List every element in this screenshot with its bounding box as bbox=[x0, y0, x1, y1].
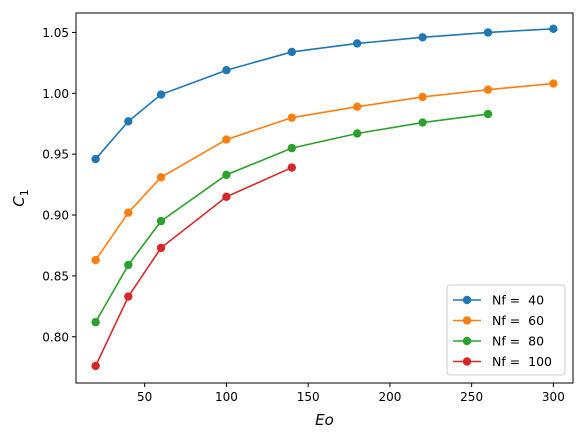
y-tick-label: 1.00 bbox=[42, 87, 69, 101]
data-point bbox=[124, 208, 133, 217]
y-tick-label: 0.85 bbox=[42, 269, 69, 283]
x-axis: 50 100 150 200 250 300 bbox=[137, 383, 565, 404]
y-tick-label: 0.90 bbox=[42, 209, 69, 223]
legend-entry: Nf = 80 bbox=[453, 334, 544, 349]
legend-label: Nf = 80 bbox=[492, 334, 544, 349]
series-layer bbox=[91, 24, 558, 371]
series-3 bbox=[91, 109, 493, 327]
data-point bbox=[549, 24, 558, 34]
plot-frame bbox=[75, 12, 574, 384]
data-point bbox=[352, 39, 362, 48]
x-tick-label: 200 bbox=[378, 390, 401, 404]
data-point bbox=[156, 216, 166, 226]
data-point bbox=[287, 163, 297, 172]
series-line bbox=[94, 113, 489, 323]
x-tick-label: 100 bbox=[215, 390, 238, 404]
x-tick-label: 300 bbox=[542, 390, 565, 404]
data-point bbox=[418, 118, 427, 127]
data-point bbox=[483, 85, 493, 94]
data-point bbox=[124, 260, 133, 270]
legend-marker bbox=[462, 357, 472, 366]
x-tick-label: 50 bbox=[137, 390, 152, 404]
series-2 bbox=[91, 79, 558, 265]
y-axis-label: C1 bbox=[10, 189, 31, 206]
series-4 bbox=[91, 163, 297, 371]
legend-label: Nf = 100 bbox=[492, 354, 552, 369]
legend-marker bbox=[462, 316, 472, 325]
data-point bbox=[91, 154, 100, 164]
data-point bbox=[352, 129, 362, 138]
data-point bbox=[418, 33, 427, 42]
data-point bbox=[287, 47, 297, 57]
y-axis-label-main: C bbox=[10, 196, 28, 207]
legend-marker bbox=[462, 295, 472, 305]
data-point bbox=[352, 102, 362, 111]
legend-entry: Nf = 60 bbox=[453, 313, 544, 328]
y-axis-label-subscript: 1 bbox=[18, 189, 31, 196]
data-point bbox=[483, 109, 493, 119]
data-point bbox=[287, 113, 297, 122]
legend-marker bbox=[462, 336, 472, 346]
data-point bbox=[156, 90, 166, 99]
y-tick-label: 1.05 bbox=[42, 26, 69, 40]
x-tick-label: 250 bbox=[460, 390, 483, 404]
y-axis: 0.80 0.85 0.90 0.95 1.00 1.05 bbox=[42, 26, 76, 344]
legend-entry: Nf = 100 bbox=[453, 354, 552, 369]
data-point bbox=[222, 192, 231, 201]
series-1 bbox=[91, 24, 558, 164]
x-tick-label: 150 bbox=[297, 390, 320, 404]
legend-label: Nf = 40 bbox=[492, 293, 544, 308]
legend-label: Nf = 60 bbox=[492, 313, 544, 328]
y-tick-label: 0.80 bbox=[42, 330, 69, 344]
legend-entry: Nf = 40 bbox=[453, 293, 544, 308]
legend-box bbox=[446, 284, 566, 376]
data-point bbox=[483, 28, 493, 37]
legend: Nf = 40 Nf = 60 Nf = 80 Nf = 100 bbox=[446, 284, 566, 376]
data-point bbox=[91, 317, 100, 327]
data-point bbox=[156, 173, 166, 182]
data-point bbox=[124, 292, 133, 301]
data-point bbox=[124, 117, 133, 126]
x-axis-label: Eo bbox=[315, 411, 334, 429]
data-point bbox=[222, 135, 231, 144]
data-point bbox=[549, 79, 558, 88]
y-tick-label: 0.95 bbox=[42, 148, 69, 162]
data-point bbox=[156, 243, 166, 253]
data-point bbox=[287, 143, 297, 153]
data-point bbox=[91, 255, 100, 265]
data-point bbox=[91, 361, 100, 371]
data-point bbox=[222, 170, 231, 180]
data-point bbox=[418, 92, 427, 102]
series-line bbox=[94, 82, 554, 261]
data-point bbox=[222, 66, 231, 75]
